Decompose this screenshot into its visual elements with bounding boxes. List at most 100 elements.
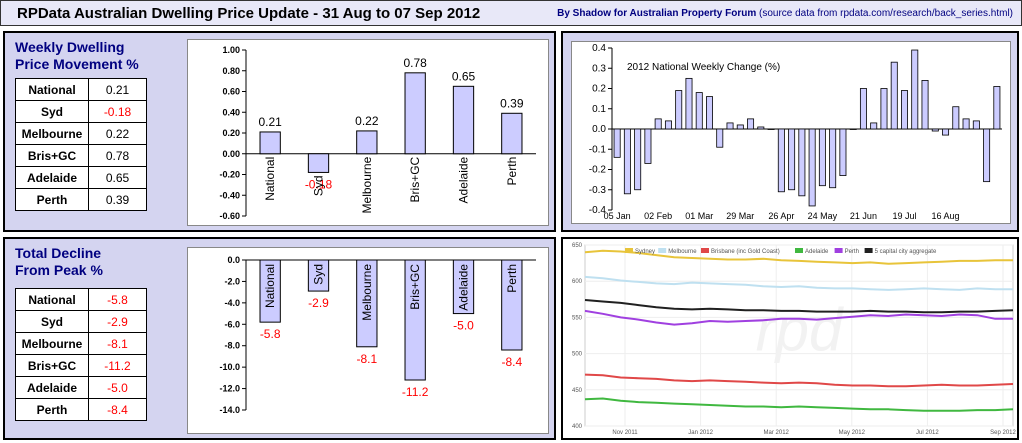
bar [736,124,744,130]
y-tick-label: 0.00 [222,149,240,159]
x-tick-label: 01 Mar [685,211,713,221]
decline-heading-line2: From Peak % [15,262,103,278]
category-label: Melbourne [360,156,374,213]
x-tick-label: 05 Jan [604,211,631,221]
decline-row: Melbourne -8.1 [15,332,147,355]
weekly-panel: Weekly Dwelling Price Movement % Nationa… [3,31,556,232]
y-tick-label: 0.0 [227,255,240,265]
bar [983,128,991,183]
y-tick-label: -0.1 [589,144,607,155]
national-weekly-panel: 0.4 0.3 0.2 0.1 0.0 -0.1 -0.2 -0.3 -0.4 05 Jan 02 … [561,31,1019,232]
x-tick-label: 29 Mar [726,211,754,221]
capital-city-line-chart: Nov 2011 Jan 2012 Mar 2012 May 2012 Jul 2012… [572,243,1017,436]
legend-label: Brisbane (inc Gold Coast) [711,249,780,255]
bar [777,128,785,193]
bar [757,126,765,130]
bar [259,259,281,323]
bar [356,259,378,348]
y-tick-label: 0.1 [592,104,606,115]
series-line [584,397,1014,412]
bar [818,128,826,187]
y-tick-label: -0.20 [219,170,240,180]
bar [613,128,621,158]
bar [685,77,693,130]
bar [307,153,330,173]
decline-chart: 0.0 -2.0 -4.0 -6.0 -8.0 -10.0 -12.0 -14.0 -5.8 Na… [187,247,549,434]
data-label: -8.1 [356,352,377,366]
decline-row: Syd -2.9 [15,310,147,333]
data-label: -0.18 [305,177,333,191]
weekly-label: Syd [15,100,89,123]
y-tick-label: 0.20 [222,128,240,138]
y-tick-label: -6.0 [224,319,240,329]
bar [726,122,734,130]
bar [623,128,631,195]
y-tick-label: -0.40 [219,190,240,200]
decline-value: -8.4 [88,398,147,421]
series-line [584,275,1013,291]
weekly-value: 0.22 [88,122,147,145]
bar [993,86,1001,130]
y-tick-label: -0.4 [589,205,607,216]
decline-panel: Total Decline From Peak % National -5.8 Sy… [3,237,556,440]
weekly-value: 0.21 [88,78,147,101]
data-label: -11.2 [402,385,429,399]
x-tick-label: 19 Jul [892,211,916,221]
y-tick-label: 550 [572,315,583,321]
y-tick-label: 400 [572,424,583,430]
bar [859,88,867,130]
title-bar: RPData Australian Dwelling Price Update … [0,0,1022,26]
bar [839,128,847,176]
category-label: Syd [312,264,326,285]
weekly-label: Bris+GC [15,144,89,167]
y-tick-label: 500 [572,352,583,358]
weekly-label: Perth [15,188,89,211]
category-label: Bris+GC [408,156,422,202]
x-tick-label: 21 Jun [850,211,877,221]
data-label: 0.21 [258,115,282,129]
weekly-label: National [15,78,89,101]
bar [747,118,755,130]
weekly-heading-line2: Price Movement % [15,56,139,72]
weekly-row: Bris+GC 0.78 [15,144,147,167]
data-label: 0.39 [500,96,524,110]
category-label: Melbourne [360,264,374,321]
y-tick-label: -12.0 [219,384,240,394]
x-tick-label: Jul 2012 [916,430,939,436]
legend-label: Sydney [635,249,655,255]
weekly-value: -0.18 [88,100,147,123]
y-tick-label: 0.80 [222,66,240,76]
category-label: Syd [312,175,326,196]
decline-value: -2.9 [88,310,147,333]
category-label: National [263,157,277,201]
national-weekly-bar-chart: 0.4 0.3 0.2 0.1 0.0 -0.1 -0.2 -0.3 -0.405 Jan 02 … [589,43,1002,221]
legend-swatch [625,248,633,253]
y-tick-label: 0.60 [222,87,240,97]
decline-label: Syd [15,310,89,333]
chart-title: 2012 National Weekly Change (%) [627,62,780,73]
bar [901,90,908,130]
page-title: RPData Australian Dwelling Price Update … [17,4,481,22]
bar [644,128,652,164]
bar [849,128,857,130]
bar [808,128,816,207]
legend-swatch [834,248,843,253]
decline-label: Perth [15,398,89,421]
category-label: Perth [505,264,519,293]
index-panel: Nov 2011 Jan 2012 Mar 2012 May 2012 Jul 2012… [561,237,1019,440]
bar [404,259,426,381]
legend-swatch [658,248,667,253]
bar [307,259,330,292]
weekly-row: Syd -0.18 [15,100,147,123]
decline-label: Bris+GC [15,354,89,377]
x-tick-label: 24 May [808,211,838,221]
data-label: -2.9 [308,296,329,310]
weekly-chart: 1.00 0.80 0.60 0.40 0.20 0.00 -0.20 -0.40 -0.60 0… [187,39,549,226]
series-line [584,249,1013,265]
y-tick-label: -10.0 [219,362,240,372]
decline-value: -5.0 [88,376,147,399]
legend-label: 5 capital city aggregate [875,249,937,255]
decline-bar-chart: 0.0 -2.0 -4.0 -6.0 -8.0 -10.0 -12.0 -14.0 -5.8 Na… [219,255,536,415]
bar [716,128,724,148]
y-tick-label: 0.0 [592,124,606,135]
